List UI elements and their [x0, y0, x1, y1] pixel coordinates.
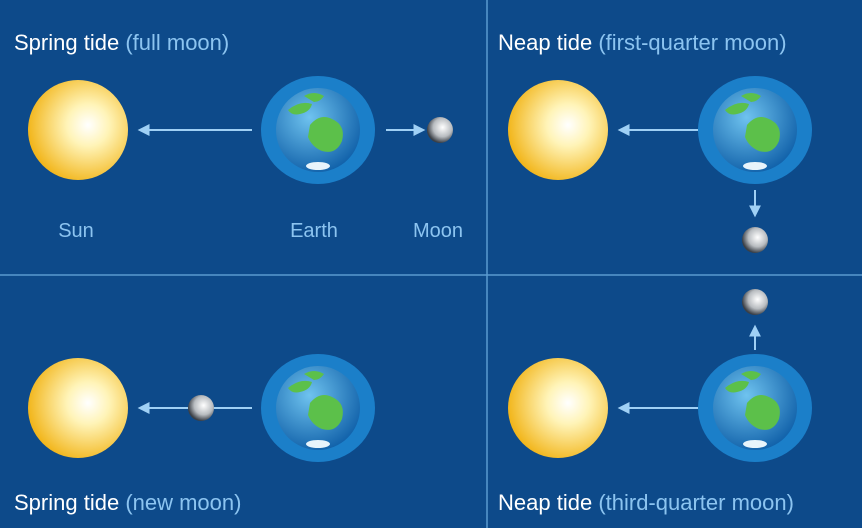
title: Neap tide — [498, 30, 592, 55]
sun — [28, 80, 128, 180]
subtitle: (new moon) — [125, 490, 241, 515]
label: Moon — [413, 220, 463, 242]
moon — [742, 227, 768, 253]
earth — [261, 76, 375, 184]
sun — [508, 80, 608, 180]
panel-title: Spring tide (new moon) — [14, 490, 241, 515]
subtitle: (first-quarter moon) — [598, 30, 786, 55]
panel-title: Spring tide (full moon) — [14, 30, 229, 55]
label: Earth — [290, 220, 338, 242]
title: Neap tide — [498, 490, 592, 515]
earth — [261, 354, 375, 462]
moon — [188, 395, 214, 421]
sun — [508, 358, 608, 458]
subtitle: (full moon) — [125, 30, 229, 55]
moon — [742, 289, 768, 315]
earth — [698, 76, 812, 184]
label: Sun — [58, 220, 94, 242]
title: Spring tide — [14, 30, 119, 55]
subtitle: (third-quarter moon) — [598, 490, 794, 515]
sun — [28, 358, 128, 458]
moon — [427, 117, 453, 143]
earth — [698, 354, 812, 462]
title: Spring tide — [14, 490, 119, 515]
panel-title: Neap tide (first-quarter moon) — [498, 30, 787, 55]
panel-title: Neap tide (third-quarter moon) — [498, 490, 794, 515]
